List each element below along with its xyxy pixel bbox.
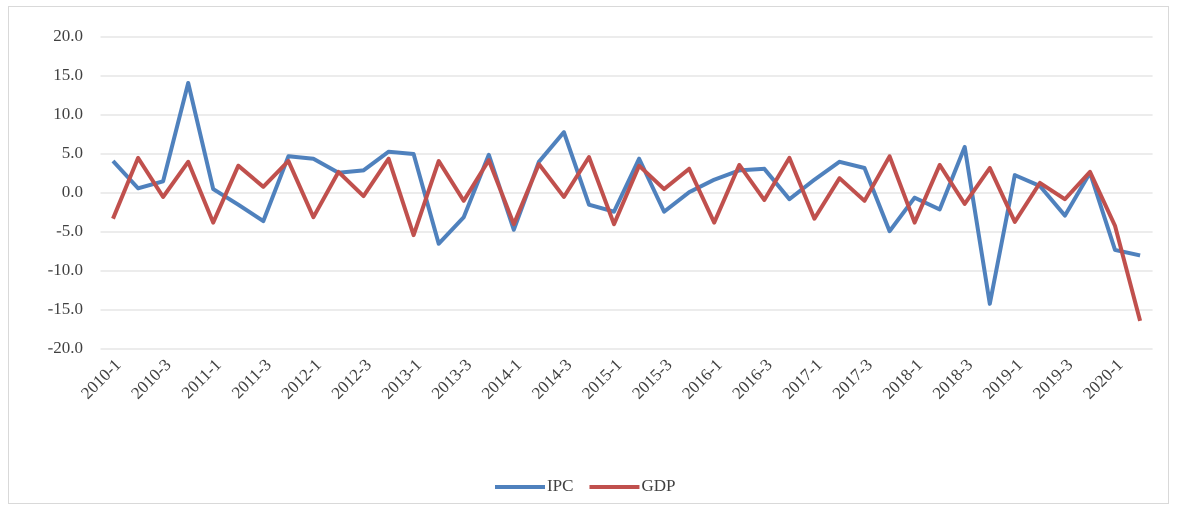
y-tick-label: 0.0 xyxy=(62,182,83,201)
legend-label: GDP xyxy=(641,476,675,495)
y-tick-label: 5.0 xyxy=(62,143,83,162)
y-tick-label: 20.0 xyxy=(53,26,83,45)
y-tick-label: 15.0 xyxy=(53,65,83,84)
series-line xyxy=(111,154,1143,322)
y-tick-label: -10.0 xyxy=(48,260,83,279)
y-tick-label: 10.0 xyxy=(53,104,83,123)
legend-label: IPC xyxy=(547,476,573,495)
y-tick-label: -15.0 xyxy=(48,299,83,318)
chart-border xyxy=(8,6,1169,504)
y-tick-label: -20.0 xyxy=(48,338,83,357)
y-tick-label: -5.0 xyxy=(56,221,83,240)
